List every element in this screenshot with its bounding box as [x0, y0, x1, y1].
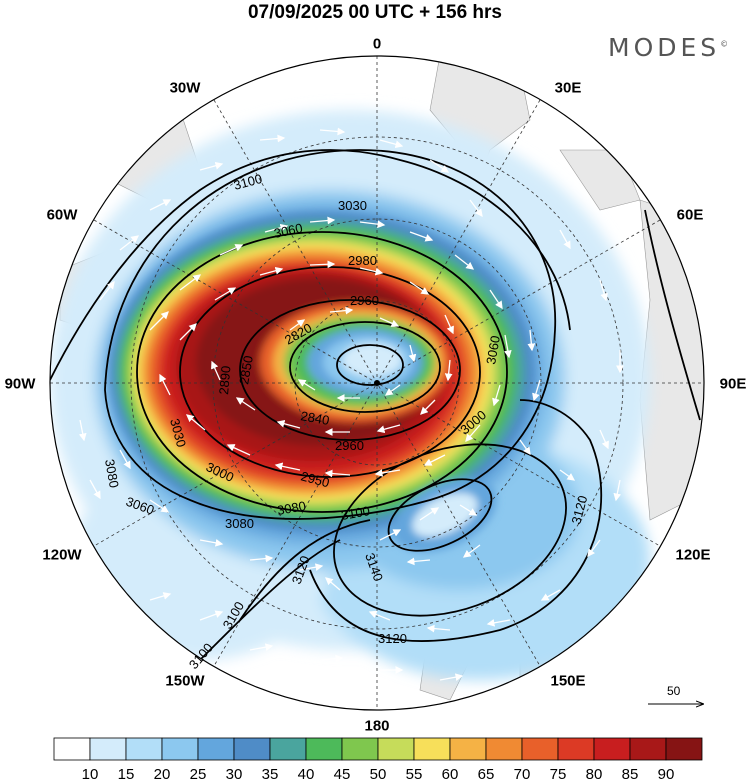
- colorbar-tick-label: 40: [297, 766, 315, 783]
- wind-scale-label: 50: [667, 684, 681, 698]
- lon-label-90e: 90E: [719, 375, 747, 393]
- lon-label-180: 180: [364, 717, 390, 735]
- colorbar-tick-label: 65: [477, 766, 495, 783]
- contour-label: 3080: [102, 458, 122, 489]
- pole-marker: [374, 380, 380, 386]
- brand-mark: ©: [720, 39, 729, 49]
- contour-label: 3080: [225, 516, 254, 531]
- colorbar-tick-label: 45: [333, 766, 351, 783]
- colorbar-tick-label: 35: [261, 766, 279, 783]
- colorbar-tick-label: 10: [81, 766, 99, 783]
- colorbar-tick-label: 15: [117, 766, 135, 783]
- lon-label-150e: 150E: [550, 672, 586, 690]
- contour-label: 3120: [378, 631, 407, 646]
- lon-label-60w: 60W: [46, 206, 78, 224]
- lon-label-0: 0: [372, 35, 382, 53]
- colorbar-tick-label: 75: [549, 766, 567, 783]
- contour-label: 3100: [232, 171, 264, 193]
- contour-label: 2980: [348, 253, 377, 268]
- contour-label: 3030: [338, 198, 367, 213]
- colorbar-tick-label: 60: [441, 766, 459, 783]
- wind-speed-shading: [50, 56, 704, 710]
- contour-label: 2890: [216, 365, 233, 395]
- lon-label-30e: 30E: [554, 79, 582, 97]
- contour-label: 3120: [568, 494, 590, 526]
- lon-label-60e: 60E: [676, 206, 704, 224]
- lon-label-30w: 30W: [169, 79, 201, 97]
- brand-logo: MODES©: [608, 33, 728, 62]
- contour-label: 2960: [335, 438, 364, 453]
- colorbar-tick-label: 55: [405, 766, 423, 783]
- contour-label: 3030: [167, 417, 189, 449]
- colorbar-tick-label: 85: [621, 766, 639, 783]
- map-title: 07/09/2025 00 UTC + 156 hrs: [247, 2, 503, 23]
- colorbar-tick-label: 50: [369, 766, 387, 783]
- contour-label: 3100: [340, 503, 371, 523]
- contour-label: 3080: [276, 498, 307, 518]
- colorbar-tick-label: 70: [513, 766, 531, 783]
- lon-label-120w: 120W: [42, 546, 82, 564]
- contour-label: 2840: [299, 408, 330, 428]
- brand-name: MODES: [608, 33, 721, 62]
- contour-label: 3060: [273, 220, 304, 241]
- lon-label-150w: 150W: [165, 672, 205, 690]
- lon-label-90w: 90W: [4, 375, 36, 393]
- wind-vectors: [78, 127, 624, 681]
- contour-label: 2850: [236, 354, 256, 385]
- lon-label-120e: 120E: [675, 546, 711, 564]
- contour-label: 3060: [483, 334, 503, 365]
- colorbar-tick-label: 20: [153, 766, 171, 783]
- contour-label: 2960: [350, 293, 379, 308]
- colorbar-tick-label: 25: [189, 766, 207, 783]
- colorbar-tick-label: 30: [225, 766, 243, 783]
- contour-label: 2950: [299, 468, 331, 490]
- colorbar-tick-label: 80: [585, 766, 603, 783]
- colorbar-tick-label: 90: [657, 766, 675, 783]
- map-border: [49, 55, 705, 711]
